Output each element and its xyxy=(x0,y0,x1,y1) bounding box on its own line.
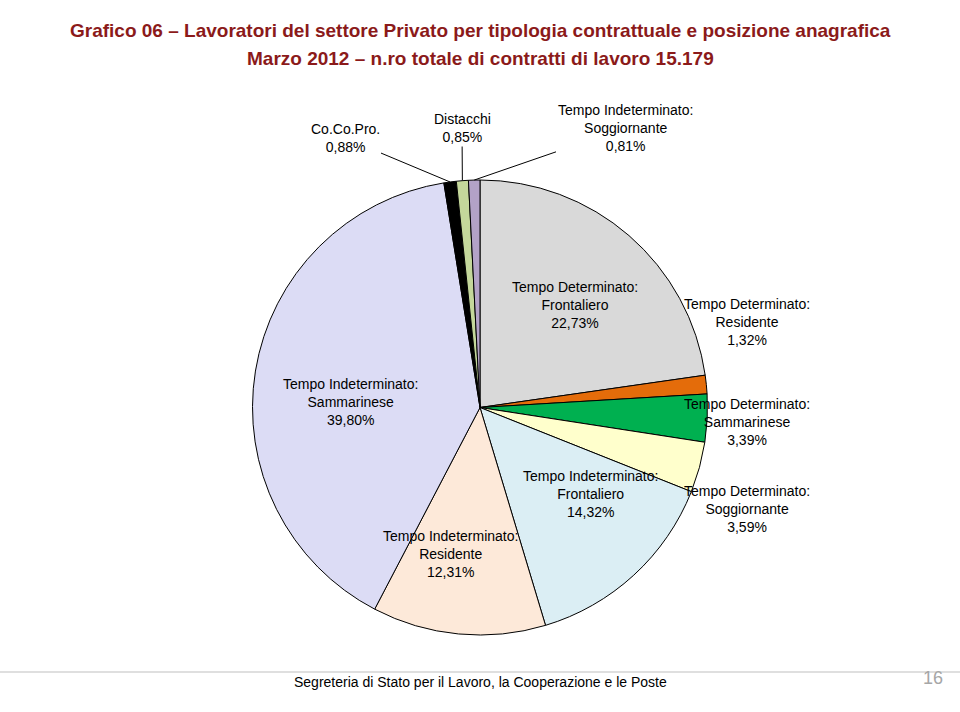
svg-text:Tempo Determinato:Frontaliero2: Tempo Determinato:Frontaliero22,73% xyxy=(512,279,638,331)
svg-text:Tempo Indeterminato:Sammarines: Tempo Indeterminato:Sammarinese39,80% xyxy=(283,376,418,428)
svg-text:Tempo Determinato:Soggiornante: Tempo Determinato:Soggiornante3,59% xyxy=(684,483,810,535)
svg-text:Tempo Indeterminato:Soggiornan: Tempo Indeterminato:Soggiornante0,81% xyxy=(558,102,693,154)
svg-text:Grafico 06 – Lavoratori del se: Grafico 06 – Lavoratori del settore Priv… xyxy=(70,20,891,41)
svg-text:Co.Co.Pro.0,88%: Co.Co.Pro.0,88% xyxy=(311,121,380,155)
svg-text:Tempo Indeterminato:Frontalier: Tempo Indeterminato:Frontaliero14,32% xyxy=(523,468,658,520)
svg-text:Segreteria di Stato per il Lav: Segreteria di Stato per il Lavoro, la Co… xyxy=(294,674,667,690)
svg-text:Tempo Determinato:Sammarinese3: Tempo Determinato:Sammarinese3,39% xyxy=(684,396,810,448)
svg-text:Distacchi0,85%: Distacchi0,85% xyxy=(434,111,491,145)
svg-text:16: 16 xyxy=(923,668,943,688)
svg-text:Tempo Indeterminato:Residente1: Tempo Indeterminato:Residente12,31% xyxy=(383,528,518,580)
svg-text:Marzo 2012 – n.ro totale di co: Marzo 2012 – n.ro totale di contratti di… xyxy=(247,48,714,69)
svg-text:Tempo Determinato:Residente1,3: Tempo Determinato:Residente1,32% xyxy=(684,296,810,348)
